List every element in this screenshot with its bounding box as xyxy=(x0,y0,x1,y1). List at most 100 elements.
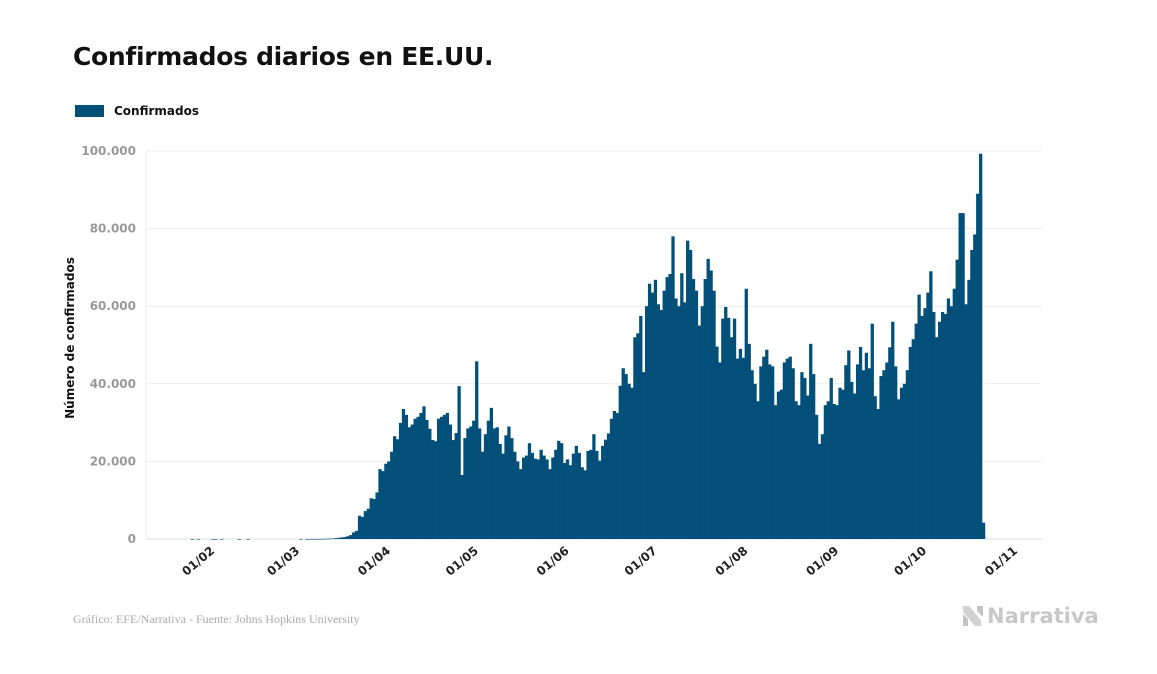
bar xyxy=(709,270,713,539)
bar xyxy=(677,306,681,539)
bar xyxy=(935,337,939,539)
bar xyxy=(706,258,710,539)
bar xyxy=(908,346,912,539)
bar xyxy=(574,445,578,539)
bar xyxy=(668,273,672,539)
bar xyxy=(492,428,496,539)
bar xyxy=(583,470,587,539)
y-tick-label: 0 xyxy=(128,532,136,546)
bar xyxy=(542,455,546,539)
bar xyxy=(756,401,760,539)
bar xyxy=(905,370,910,539)
bar xyxy=(360,516,365,539)
bar xyxy=(870,323,874,539)
bar xyxy=(633,337,637,539)
bar xyxy=(325,538,329,540)
brand-logo: Narrativa xyxy=(963,604,1099,628)
bar xyxy=(876,409,880,539)
bar xyxy=(841,389,845,539)
bar xyxy=(806,395,810,539)
bar xyxy=(729,337,734,539)
bar xyxy=(545,459,549,539)
bar xyxy=(601,445,605,539)
bar xyxy=(838,387,842,539)
bar xyxy=(768,364,772,539)
bar xyxy=(659,310,663,539)
bar xyxy=(952,288,956,539)
bar xyxy=(791,368,795,539)
bar xyxy=(395,439,400,539)
bar xyxy=(598,460,602,539)
bar xyxy=(724,306,728,539)
bar xyxy=(967,279,971,539)
x-tick-label: 01/04 xyxy=(355,544,393,579)
bar xyxy=(794,401,798,539)
bar xyxy=(762,356,766,539)
bar xyxy=(521,457,526,539)
bar xyxy=(639,315,643,539)
bar xyxy=(970,249,974,539)
bar xyxy=(431,440,435,539)
bar xyxy=(618,385,622,539)
bar xyxy=(475,361,479,539)
bar xyxy=(478,428,482,539)
bar xyxy=(486,420,491,539)
bar xyxy=(211,538,215,540)
bar xyxy=(516,461,520,539)
bar xyxy=(436,418,441,539)
bar xyxy=(891,321,895,539)
bar xyxy=(404,414,409,539)
bar xyxy=(873,396,877,539)
bar xyxy=(577,452,581,539)
bar xyxy=(410,424,414,539)
bar xyxy=(718,362,722,539)
bar xyxy=(926,292,930,539)
bar xyxy=(469,426,473,539)
bar xyxy=(964,304,968,539)
bar xyxy=(867,368,871,539)
bar xyxy=(305,538,309,540)
bar xyxy=(524,455,529,539)
bar xyxy=(454,433,458,539)
bar xyxy=(214,538,218,540)
bar xyxy=(536,459,540,539)
bar xyxy=(917,294,921,539)
bar xyxy=(653,279,658,539)
bar xyxy=(507,426,511,539)
legend: Confirmados xyxy=(75,104,199,118)
bar xyxy=(592,434,596,539)
bar xyxy=(853,393,857,539)
bar xyxy=(800,372,804,539)
y-tick-label: 40.000 xyxy=(90,377,136,391)
bar xyxy=(595,450,599,539)
bar xyxy=(308,538,312,540)
bar xyxy=(735,358,740,539)
bar xyxy=(489,407,493,539)
bar xyxy=(419,412,423,539)
bar xyxy=(562,462,567,539)
bar xyxy=(451,440,455,539)
bar xyxy=(422,406,426,539)
bar xyxy=(961,213,965,539)
bar xyxy=(627,383,631,539)
bar xyxy=(940,312,945,539)
bar xyxy=(319,538,324,540)
bar xyxy=(340,537,344,539)
bar xyxy=(349,535,353,539)
bar xyxy=(894,366,898,539)
bar xyxy=(979,153,983,539)
bar xyxy=(498,443,502,539)
bar xyxy=(650,292,655,539)
bar xyxy=(776,391,781,539)
bar xyxy=(539,449,543,539)
x-tick-label: 01/08 xyxy=(713,544,751,579)
bar xyxy=(832,403,836,539)
bar xyxy=(401,409,406,539)
bar xyxy=(448,424,452,539)
bar xyxy=(899,387,904,539)
bar xyxy=(814,414,819,539)
bar xyxy=(835,405,839,539)
bar xyxy=(823,405,828,539)
bar xyxy=(861,370,866,539)
bar xyxy=(826,401,830,539)
